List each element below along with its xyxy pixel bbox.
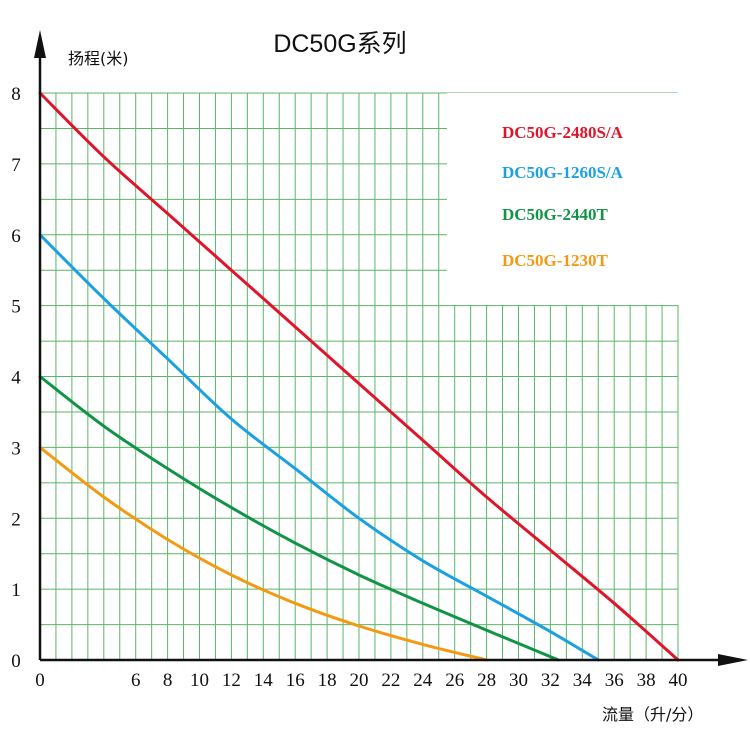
x-tick-label: 40 bbox=[669, 670, 688, 691]
y-tick-label: 5 bbox=[11, 297, 21, 318]
x-axis-title: 流量（升/分） bbox=[602, 705, 703, 724]
y-tick-label: 0 bbox=[11, 651, 21, 672]
y-tick-label: 8 bbox=[11, 84, 21, 105]
x-tick-label: 0 bbox=[35, 670, 45, 691]
series-layer bbox=[38, 91, 680, 662]
x-tick-label: 10 bbox=[190, 670, 209, 691]
x-tick-label: 8 bbox=[163, 670, 173, 691]
series-line-DC50G-1260S/A bbox=[38, 233, 600, 662]
x-tick-label: 14 bbox=[254, 670, 274, 691]
x-tick-label: 16 bbox=[286, 670, 305, 691]
x-tick-label: 12 bbox=[222, 670, 241, 691]
legend: DC50G-2480S/A DC50G-1260S/A DC50G-2440T DC5… bbox=[502, 123, 624, 270]
legend-entry: DC50G-2480S/A bbox=[502, 123, 624, 142]
legend-entry: DC50G-1260S/A bbox=[502, 163, 624, 182]
x-tick-label: 6 bbox=[131, 670, 141, 691]
series-line-DC50G-2440T bbox=[38, 375, 560, 662]
y-tick-label: 3 bbox=[11, 438, 21, 459]
grid bbox=[39, 92, 679, 661]
x-axis-arrow bbox=[718, 654, 748, 666]
x-tick-label: 20 bbox=[350, 670, 369, 691]
series-line-DC50G-2480S/A bbox=[38, 91, 680, 662]
x-tick-label: 26 bbox=[445, 670, 464, 691]
x-tick-label: 28 bbox=[477, 670, 496, 691]
y-tick-label: 1 bbox=[11, 580, 21, 601]
y-tick-label: 4 bbox=[11, 368, 21, 389]
axes bbox=[34, 30, 748, 666]
legend-entry: DC50G-2440T bbox=[502, 205, 608, 224]
x-tick-label: 32 bbox=[541, 670, 560, 691]
x-tick-label: 30 bbox=[509, 670, 528, 691]
x-tick-label: 18 bbox=[318, 670, 337, 691]
x-tick-label: 22 bbox=[381, 670, 400, 691]
y-axis-title: 扬程(米) bbox=[68, 49, 129, 68]
legend-box bbox=[447, 93, 679, 305]
legend-entry: DC50G-1230T bbox=[502, 251, 608, 270]
x-tick-label: 24 bbox=[413, 670, 433, 691]
x-tick-label: 38 bbox=[637, 670, 656, 691]
series-line-DC50G-1230T bbox=[38, 445, 489, 662]
x-tick-label: 36 bbox=[605, 670, 624, 691]
y-tick-label: 7 bbox=[11, 155, 21, 176]
x-tick-label: 34 bbox=[573, 670, 593, 691]
y-tick-label: 2 bbox=[11, 509, 21, 530]
tick-labels: 0 6 8 10 12 14 16 18 20 22 24 26 28 30 32 34 36 38 4001234… bbox=[11, 84, 687, 691]
y-tick-label: 6 bbox=[11, 226, 21, 247]
chart-title: DC50G系列 bbox=[273, 30, 406, 58]
y-axis-arrow bbox=[34, 30, 46, 58]
